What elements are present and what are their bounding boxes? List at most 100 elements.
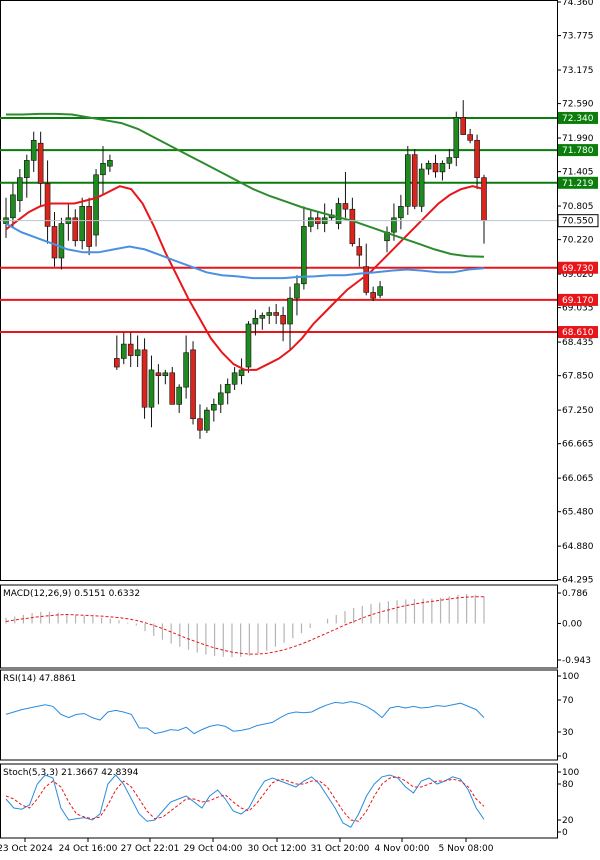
x-tick-label: 29 Oct 04:00 <box>184 844 243 854</box>
price-tick-label: 73.175 <box>562 66 594 76</box>
level-label-bg <box>558 111 598 124</box>
rsi-tick-label: 100 <box>562 672 579 682</box>
candle <box>58 223 65 259</box>
candle <box>467 134 473 141</box>
candle <box>231 372 238 385</box>
level-label-bg <box>558 176 598 189</box>
level-label-bg <box>558 144 598 157</box>
candle <box>370 292 376 299</box>
candle <box>23 160 30 178</box>
candle <box>342 203 349 210</box>
candle <box>398 206 404 219</box>
level-label: 69.730 <box>562 264 594 274</box>
candle <box>141 349 148 408</box>
candle <box>37 142 44 184</box>
macd-tick-label: 0.786 <box>562 589 588 599</box>
stoch-d-line <box>5 776 485 822</box>
price-tick-label: 71.990 <box>562 134 594 144</box>
candle <box>294 283 300 299</box>
candle <box>127 343 134 356</box>
candle <box>30 140 37 161</box>
level-label-bg <box>558 261 598 274</box>
stoch-tick-label: 20 <box>562 816 574 826</box>
candle <box>51 226 58 259</box>
moving-average-line <box>5 222 485 280</box>
x-tick-label: 5 Nov 08:00 <box>439 844 494 854</box>
candle <box>211 404 217 411</box>
price-tick-label: 64.295 <box>562 576 594 586</box>
x-tick-label: 23 Oct 2024 <box>0 844 53 854</box>
candle <box>183 352 189 388</box>
macd-title: MACD(12,26,9) 0.5151 0.6332 <box>3 589 140 599</box>
candle <box>266 312 273 316</box>
candle <box>197 418 203 431</box>
candle <box>10 194 16 219</box>
level-label-bg <box>558 326 598 339</box>
candle <box>356 246 363 256</box>
macd-tick-label: -0.943 <box>562 656 591 666</box>
candle <box>287 297 293 325</box>
price-tick-label: 71.405 <box>562 168 594 178</box>
price-tick-label: 66.065 <box>562 474 594 484</box>
candle <box>446 157 453 164</box>
level-label: 71.219 <box>562 179 594 189</box>
level-label: 68.610 <box>562 328 594 338</box>
price-tick-label: 67.850 <box>562 372 594 382</box>
stoch-frame <box>0 763 558 839</box>
macd-frame <box>0 584 558 669</box>
candle <box>224 383 231 394</box>
level-label: 71.780 <box>562 146 594 156</box>
candle <box>169 372 176 405</box>
current-price-bg <box>557 214 599 228</box>
price-tick-label: 66.665 <box>562 440 594 450</box>
stoch-tick-label: 0 <box>562 828 568 838</box>
candle <box>439 162 446 173</box>
candle <box>107 160 113 167</box>
candle <box>363 266 370 293</box>
x-tick-label: 30 Oct 12:00 <box>248 844 307 854</box>
stoch-tick-label: 80 <box>562 780 574 790</box>
price-panel: 74.360 73.775 73.175 72.590 71.990 71.405 70.8… <box>0 0 599 586</box>
macd-tick-label: 0.00 <box>562 619 582 629</box>
x-tick-label: 4 Nov 00:00 <box>375 844 430 854</box>
level-label-bg <box>558 293 598 306</box>
rsi-tick-label: 70 <box>562 696 574 706</box>
candle <box>190 349 196 420</box>
rsi-tick-label: 30 <box>562 728 574 738</box>
candle <box>217 392 224 405</box>
candle <box>259 315 266 319</box>
stoch-k-line <box>5 774 485 828</box>
candle <box>481 177 487 221</box>
candle <box>391 217 397 233</box>
candle <box>252 317 259 325</box>
candle <box>273 312 279 316</box>
candle <box>404 154 411 207</box>
price-panel-frame <box>0 0 558 581</box>
candle <box>377 286 383 296</box>
candle <box>335 203 342 224</box>
candle <box>238 369 245 376</box>
price-tick-label: 72.590 <box>562 100 594 110</box>
candle <box>100 162 106 176</box>
level-label: 72.340 <box>562 114 594 124</box>
rsi-frame <box>0 669 558 761</box>
price-tick-label: 73.775 <box>562 32 594 42</box>
candle <box>148 369 155 408</box>
candle <box>308 217 314 227</box>
candle <box>425 162 432 170</box>
candle <box>176 386 182 405</box>
moving-average-line <box>6 112 485 258</box>
candle <box>114 358 120 368</box>
candle <box>432 162 439 173</box>
candle <box>79 206 86 242</box>
rsi-tick-label: 0 <box>562 752 568 762</box>
candle <box>453 117 460 158</box>
stoch-panel: Stoch(5,3,3) 21.3667 42.8394 100 80 20 0 <box>0 763 579 839</box>
candle <box>72 217 79 242</box>
x-tick-label: 27 Oct 22:01 <box>121 844 180 854</box>
candle <box>204 409 210 431</box>
candle <box>301 226 307 285</box>
candle <box>93 174 99 236</box>
current-price-label: 70.550 <box>562 217 594 227</box>
